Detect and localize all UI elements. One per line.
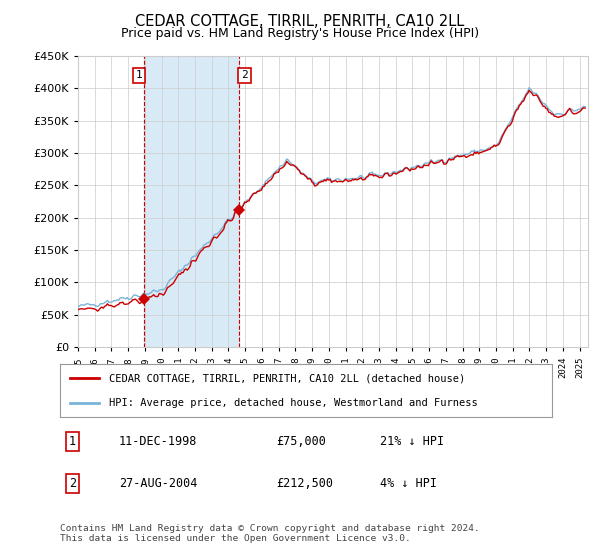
Text: £75,000: £75,000 bbox=[277, 435, 326, 449]
Text: 21% ↓ HPI: 21% ↓ HPI bbox=[380, 435, 444, 449]
Text: 2: 2 bbox=[241, 71, 248, 81]
Text: CEDAR COTTAGE, TIRRIL, PENRITH, CA10 2LL (detached house): CEDAR COTTAGE, TIRRIL, PENRITH, CA10 2LL… bbox=[109, 374, 466, 384]
Text: 11-DEC-1998: 11-DEC-1998 bbox=[119, 435, 197, 449]
Text: 4% ↓ HPI: 4% ↓ HPI bbox=[380, 477, 437, 491]
Text: £212,500: £212,500 bbox=[277, 477, 334, 491]
Text: 2: 2 bbox=[69, 477, 76, 491]
Text: Price paid vs. HM Land Registry's House Price Index (HPI): Price paid vs. HM Land Registry's House … bbox=[121, 27, 479, 40]
Text: 1: 1 bbox=[69, 435, 76, 449]
Text: 27-AUG-2004: 27-AUG-2004 bbox=[119, 477, 197, 491]
Text: Contains HM Land Registry data © Crown copyright and database right 2024.
This d: Contains HM Land Registry data © Crown c… bbox=[60, 524, 480, 543]
Text: 1: 1 bbox=[136, 71, 142, 81]
Text: CEDAR COTTAGE, TIRRIL, PENRITH, CA10 2LL: CEDAR COTTAGE, TIRRIL, PENRITH, CA10 2LL bbox=[136, 14, 464, 29]
Text: HPI: Average price, detached house, Westmorland and Furness: HPI: Average price, detached house, West… bbox=[109, 398, 478, 408]
Bar bbox=[144, 56, 239, 347]
